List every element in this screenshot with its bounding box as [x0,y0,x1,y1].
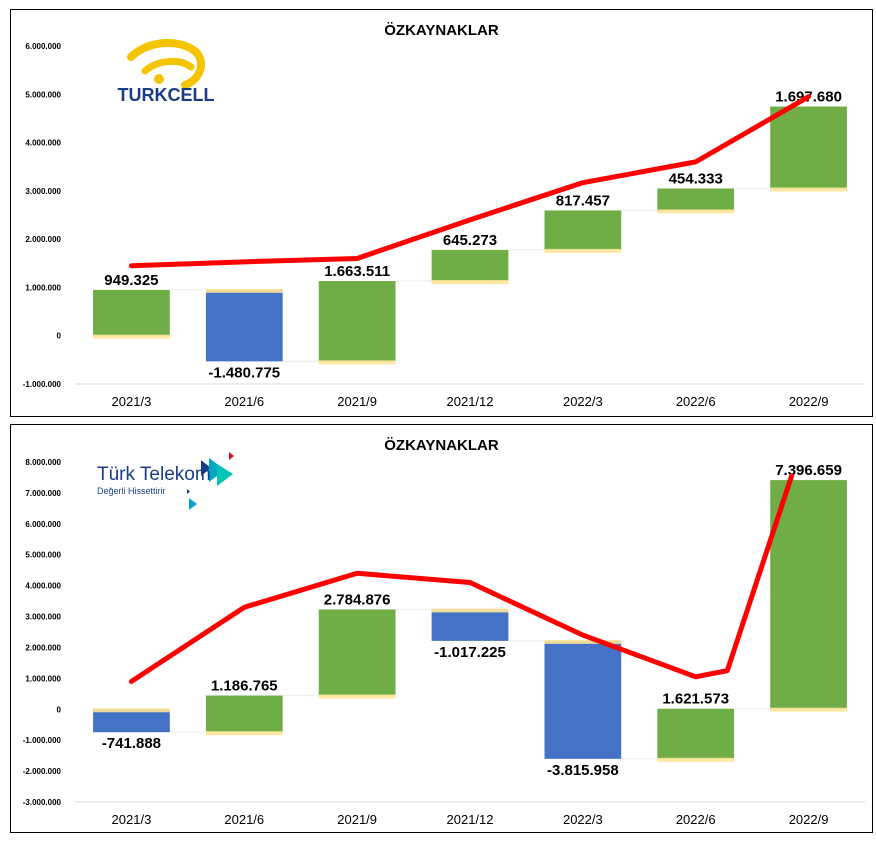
waterfall-bar [205,695,283,733]
y-tick-label: -1.000.000 [23,380,62,389]
turkcell-logo-text: TURKCELL [118,85,215,105]
bar-base-highlight [544,248,622,253]
waterfall-bar [770,106,847,189]
waterfall-bar [93,709,170,733]
waterfall-bar [431,609,509,641]
x-tick-label: 2021/12 [447,394,494,409]
y-tick-label: 0 [57,705,62,714]
turkcell-waterfall-chart: 6.000.000 5.000.000 4.000.000 3.000.000 2.00… [23,42,865,409]
waterfall-bar [770,480,847,709]
waterfall-bar [544,210,622,250]
data-label: 1.663.511 [324,263,390,280]
turk-telekom-logo-subtext: Değerli Hissettirir [97,486,166,496]
x-tick-label: 2021/9 [337,812,377,827]
x-tick-label: 2021/6 [224,812,264,827]
waterfall-bar [318,281,396,362]
x-tick-label: 2021/3 [112,394,152,409]
y-tick-label: -3.000.000 [23,798,62,807]
x-tick-label: 2022/9 [789,812,829,827]
bar-base-highlight [770,707,847,712]
y-tick-label: 6.000.000 [25,520,61,529]
bar-base-highlight [93,334,170,339]
y-tick-label: -2.000.000 [23,767,62,776]
y-tick-label: 3.000.000 [25,613,61,622]
turkcell-chart-panel: 6.000.000 5.000.000 4.000.000 3.000.000 2.00… [10,9,873,417]
chart-title: ÖZKAYNAKLAR [384,22,499,39]
x-tick-label: 2022/3 [563,812,603,827]
y-tick-label: 1.000.000 [25,283,61,292]
turk-telekom-logo: Türk Telekom Değerli Hissettirir [97,452,234,510]
bar-base-highlight [318,360,396,365]
data-label: 949.325 [104,272,158,289]
bar-base-highlight [544,639,622,644]
y-tick-label: 5.000.000 [25,551,61,560]
y-tick-label: 6.000.000 [25,42,61,51]
y-tick-label: 2.000.000 [25,235,61,244]
x-tick-label: 2022/9 [789,394,829,409]
data-label: -741.888 [102,735,161,752]
y-tick-label: 1.000.000 [25,674,61,683]
y-tick-label: 0 [57,332,62,341]
bar-base-highlight [205,731,283,736]
turk-telekom-waterfall-chart: 8.000.000 7.000.000 6.000.000 5.000.000 4.00… [23,458,865,827]
x-tick-label: 2022/3 [563,394,603,409]
y-tick-label: -1.000.000 [23,736,62,745]
bar-base-highlight [431,608,509,613]
data-label: 1.186.765 [211,678,278,695]
waterfall-bar [657,708,735,759]
y-tick-label: 2.000.000 [25,643,61,652]
y-tick-label: 3.000.000 [25,187,61,196]
bar-base-highlight [657,209,735,214]
data-label: 2.784.876 [324,591,391,608]
x-tick-label: 2022/6 [676,812,716,827]
turk-telekom-chart-panel: 8.000.000 7.000.000 6.000.000 5.000.000 4.00… [10,424,873,833]
waterfall-bar [93,289,170,336]
equity-trend-line [128,473,795,684]
waterfall-bar [657,188,735,211]
y-tick-label: 7.000.000 [25,489,61,498]
x-tick-label: 2021/3 [112,812,152,827]
data-label: 645.273 [443,232,497,249]
equity-trend-line [128,94,812,269]
waterfall-bar [544,640,622,759]
x-tick-label: 2021/12 [447,812,494,827]
bar-base-highlight [205,288,283,293]
bar-base-highlight [770,187,847,192]
bar-base-highlight [431,280,509,285]
data-label: 1.621.573 [662,691,729,708]
y-tick-label: 8.000.000 [25,458,61,467]
data-label: -3.815.958 [547,762,619,779]
y-tick-label: 4.000.000 [25,139,61,148]
turk-telekom-logo-text: Türk Telekom [97,464,211,485]
data-label: 817.457 [556,192,610,209]
data-label: 454.333 [669,170,723,187]
bar-base-highlight [318,694,396,699]
x-tick-label: 2021/9 [337,394,377,409]
turkcell-logo: TURKCELL [118,38,215,105]
y-tick-label: 5.000.000 [25,90,61,99]
bar-base-highlight [93,708,170,713]
chart-title: ÖZKAYNAKLAR [384,437,499,454]
waterfall-bar [205,289,283,362]
x-tick-label: 2022/6 [676,394,716,409]
data-label: 7.396.659 [775,462,842,479]
waterfall-bar [431,249,509,282]
waterfall-bar [318,609,396,696]
data-label: -1.480.775 [208,364,280,381]
bar-base-highlight [657,757,735,762]
y-tick-label: 4.000.000 [25,582,61,591]
x-tick-label: 2021/6 [224,394,264,409]
data-label: -1.017.225 [434,644,506,661]
